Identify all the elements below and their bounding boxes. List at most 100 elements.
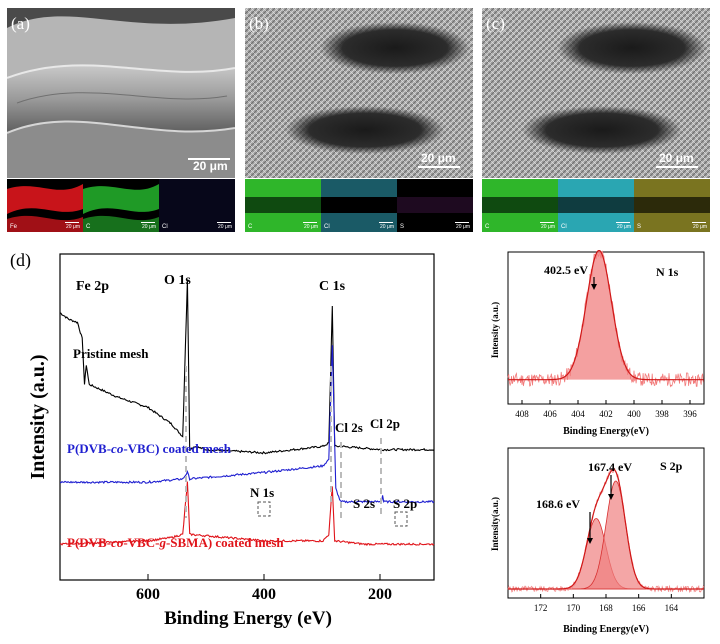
survey-xtick-label-600: 600 bbox=[136, 586, 160, 603]
trace-label-pristine: Pristine mesh bbox=[73, 346, 149, 361]
peak-label-s2s: S 2s bbox=[353, 496, 375, 511]
eds-map-b-1-graphic bbox=[321, 179, 397, 232]
peak-label-cl2s: Cl 2s bbox=[335, 420, 363, 435]
n1s-xtick-label: 406 bbox=[543, 409, 557, 419]
s2p-title: S 2p bbox=[660, 459, 683, 473]
s2p-xtick-label: 166 bbox=[632, 603, 646, 613]
s2p-raw-trace bbox=[507, 467, 705, 594]
s2p-xtick-label: 168 bbox=[599, 603, 613, 613]
peak-label-n1s: N 1s bbox=[250, 485, 274, 500]
s2p-ticks: 172 170 168 166 164 bbox=[534, 594, 679, 613]
eds-map-c-2-graphic bbox=[634, 179, 710, 232]
eds-scale-a-0: 20 μm bbox=[66, 224, 80, 230]
eds-scalebar-c-0 bbox=[540, 222, 554, 223]
n1s-xtick-label: 400 bbox=[627, 409, 641, 419]
survey-xtick-label-400: 400 bbox=[252, 586, 276, 603]
sem-image-c: (c) 20 μm bbox=[482, 8, 710, 178]
trace-label-sbma-post: -SBMA) coated mesh bbox=[166, 535, 284, 550]
trace-label-vbc-post: -VBC) coated mesh bbox=[123, 441, 231, 456]
eds-map-c-0: C 20 μm bbox=[482, 179, 558, 232]
s2p-peak1-label: 168.6 eV bbox=[536, 497, 580, 511]
sem-image-a-graphic bbox=[7, 8, 235, 178]
eds-map-b-2-graphic bbox=[397, 197, 473, 213]
eds-element-c-1: Cl bbox=[561, 224, 567, 230]
eds-map-b-2: S 20 μm bbox=[397, 179, 473, 232]
eds-map-a-1: C 20 μm bbox=[83, 179, 159, 232]
eds-scalebar-c-1 bbox=[616, 222, 630, 223]
eds-map-c-1: Cl 20 μm bbox=[558, 179, 634, 232]
n1s-xtick-label: 408 bbox=[515, 409, 529, 419]
sem-image-c-graphic bbox=[482, 8, 710, 178]
trace-label-sbma-pre: P(DVB- bbox=[67, 535, 111, 550]
eds-element-a-2: Cl bbox=[162, 224, 168, 230]
trace-label-sbma-co: co bbox=[111, 535, 124, 550]
trace-label-vbc-co: co bbox=[111, 441, 124, 456]
n1s-xtick-label: 398 bbox=[655, 409, 669, 419]
n1s-ylabel: Intensity (a.u.) bbox=[490, 302, 500, 358]
eds-element-b-0: C bbox=[248, 224, 253, 230]
s2p-plot bbox=[507, 467, 705, 594]
eds-scale-c-2: 20 μm bbox=[693, 224, 707, 230]
eds-element-a-0: Fe bbox=[10, 224, 18, 230]
scale-label-c: 20 μm bbox=[659, 151, 694, 165]
eds-scale-c-0: 20 μm bbox=[541, 224, 555, 230]
n1s-ticks: 408 406 404 402 400 398 396 bbox=[515, 400, 697, 419]
eds-map-c-0-graphic bbox=[482, 179, 558, 232]
n1s-plot bbox=[507, 250, 704, 388]
n1s-fit-area bbox=[508, 250, 704, 380]
s2p-xlabel: Binding Energy(eV) bbox=[563, 624, 649, 635]
trace-label-sbma-g: g bbox=[158, 535, 166, 550]
box-s2p bbox=[394, 511, 408, 527]
peak-label-o1s: O 1s bbox=[164, 273, 191, 288]
eds-scalebar-a-1 bbox=[141, 222, 155, 223]
s2p-chart: S 2p 167.4 eV 168.6 eV 172 170 168 166 164 B… bbox=[490, 447, 705, 635]
eds-scalebar-a-2 bbox=[217, 222, 231, 223]
scale-label-a: 20 μm bbox=[193, 159, 228, 173]
panel-label-a: (a) bbox=[11, 14, 30, 33]
survey-frame bbox=[59, 253, 435, 581]
scale-label-b: 20 μm bbox=[421, 151, 456, 165]
eds-map-c-1-graphic bbox=[558, 179, 634, 232]
scale-bar-a bbox=[188, 158, 230, 160]
eds-scale-a-1: 20 μm bbox=[142, 224, 156, 230]
s2p-xtick-label: 172 bbox=[534, 603, 548, 613]
eds-scale-b-0: 20 μm bbox=[304, 224, 318, 230]
panel-label-b: (b) bbox=[249, 14, 269, 33]
survey-xlabel: Binding Energy (eV) bbox=[164, 608, 332, 629]
survey-plot bbox=[59, 279, 435, 547]
eds-scalebar-a-0 bbox=[65, 222, 79, 223]
eds-element-c-2: S bbox=[637, 224, 642, 230]
eds-map-b-0-graphic bbox=[245, 179, 321, 232]
eds-map-a-2: Cl 20 μm bbox=[159, 179, 235, 232]
eds-map-a-1-graphic bbox=[83, 184, 159, 232]
eds-scalebar-b-1 bbox=[379, 222, 393, 223]
eds-scale-b-1: 20 μm bbox=[380, 224, 394, 230]
n1s-envelope bbox=[508, 250, 704, 381]
s2p-peak2-label: 167.4 eV bbox=[588, 460, 632, 474]
n1s-xlabel: Binding Energy(eV) bbox=[563, 426, 649, 437]
s2p-envelope bbox=[508, 469, 704, 590]
n1s-xtick-label: 404 bbox=[571, 409, 585, 419]
n1s-chart: N 1s 402.5 eV 408 406 404 402 400 398 396 Bind… bbox=[490, 250, 705, 437]
eds-map-b-1: Cl 20 μm bbox=[321, 179, 397, 232]
scale-bar-b bbox=[418, 166, 460, 168]
trace-label-vbc: P(DVB-co-VBC) coated mesh bbox=[67, 441, 232, 456]
scale-bar-c bbox=[656, 166, 698, 168]
peak-label-c1s: C 1s bbox=[319, 279, 346, 294]
n1s-xtick-label: 402 bbox=[599, 409, 613, 419]
peak-label-fe2p: Fe 2p bbox=[76, 279, 109, 294]
panel-label-d: (d) bbox=[10, 250, 31, 271]
n1s-peak-arrowhead bbox=[591, 284, 597, 290]
n1s-peak-label: 402.5 eV bbox=[544, 263, 588, 277]
eds-map-b-0: C 20 μm bbox=[245, 179, 321, 232]
trace-label-sbma-mid: -VBC- bbox=[123, 535, 159, 550]
eds-map-c-2: S 20 μm bbox=[634, 179, 710, 232]
eds-element-a-1: C bbox=[86, 224, 91, 230]
eds-scalebar-b-2 bbox=[455, 222, 469, 223]
survey-xtick-label-200: 200 bbox=[368, 586, 392, 603]
eds-scale-b-2: 20 μm bbox=[456, 224, 470, 230]
sem-image-a: (a) 20 μm bbox=[7, 8, 235, 178]
n1s-title: N 1s bbox=[656, 265, 679, 279]
eds-scalebar-b-0 bbox=[303, 222, 317, 223]
eds-scale-c-1: 20 μm bbox=[617, 224, 631, 230]
